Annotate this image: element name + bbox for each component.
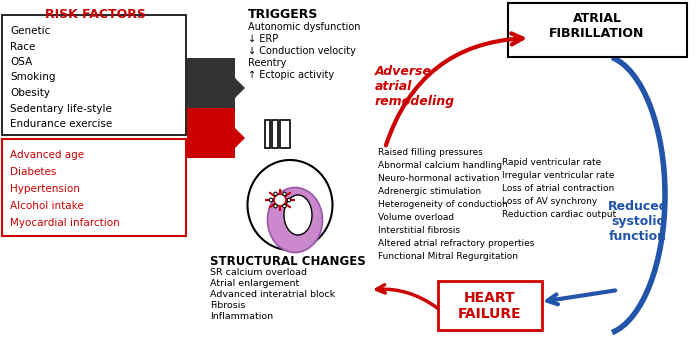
Text: Functional Mitral Regurgitation: Functional Mitral Regurgitation [378, 252, 518, 261]
Text: Abnormal calcium handling: Abnormal calcium handling [378, 161, 502, 170]
Text: Genetic: Genetic [10, 26, 50, 36]
Text: Alcohol intake: Alcohol intake [10, 201, 84, 211]
Text: Raised filling pressures: Raised filling pressures [378, 148, 483, 157]
Text: Endurance exercise: Endurance exercise [10, 119, 112, 129]
Polygon shape [265, 120, 270, 148]
Text: Advanced age: Advanced age [10, 150, 84, 160]
Text: Obesity: Obesity [10, 88, 50, 98]
Text: Reduction cardiac output: Reduction cardiac output [502, 210, 616, 219]
Ellipse shape [248, 160, 332, 250]
Text: RISK FACTORS: RISK FACTORS [45, 8, 146, 21]
FancyBboxPatch shape [2, 139, 186, 236]
FancyArrowPatch shape [377, 285, 438, 308]
Text: Smoking: Smoking [10, 73, 55, 82]
FancyBboxPatch shape [2, 15, 186, 135]
FancyBboxPatch shape [508, 3, 687, 57]
Polygon shape [187, 108, 245, 158]
Text: Adverse
atrial
remodeling: Adverse atrial remodeling [375, 65, 455, 108]
Text: STRUCTURAL CHANGES: STRUCTURAL CHANGES [210, 255, 365, 268]
Polygon shape [187, 58, 245, 108]
Text: ↑ Ectopic activity: ↑ Ectopic activity [248, 70, 334, 80]
Polygon shape [280, 120, 290, 148]
Text: HEART
FAILURE: HEART FAILURE [458, 291, 522, 321]
Circle shape [287, 198, 290, 202]
Text: TRIGGERS: TRIGGERS [248, 8, 318, 21]
Circle shape [283, 204, 286, 208]
Text: Adrenergic stimulation: Adrenergic stimulation [378, 187, 481, 196]
Text: ↓ ERP: ↓ ERP [248, 34, 279, 44]
Text: Volume overload: Volume overload [378, 213, 454, 222]
Text: ATRIAL
FIBRILLATION: ATRIAL FIBRILLATION [550, 12, 645, 40]
Ellipse shape [284, 195, 312, 235]
Text: Diabetes: Diabetes [10, 167, 57, 177]
FancyArrowPatch shape [547, 290, 615, 304]
Text: Race: Race [10, 42, 36, 52]
Text: Reentry: Reentry [248, 58, 286, 68]
Circle shape [274, 204, 277, 208]
Text: Advanced interatrial block: Advanced interatrial block [210, 290, 335, 299]
Text: Atrial enlargement: Atrial enlargement [210, 279, 300, 288]
FancyBboxPatch shape [438, 281, 542, 330]
Text: ↓ Conduction velocity: ↓ Conduction velocity [248, 46, 356, 56]
Text: Heterogeneity of conduction: Heterogeneity of conduction [378, 200, 508, 209]
Text: SR calcium overload: SR calcium overload [210, 268, 307, 277]
Ellipse shape [267, 188, 323, 253]
Text: Myocardial infarction: Myocardial infarction [10, 218, 120, 228]
Text: Fibrosis: Fibrosis [210, 301, 246, 310]
Text: Sedentary life-style: Sedentary life-style [10, 103, 112, 113]
Text: Hypertension: Hypertension [10, 184, 80, 194]
Text: Rapid ventricular rate: Rapid ventricular rate [502, 158, 601, 167]
FancyArrowPatch shape [386, 33, 523, 145]
Text: OSA: OSA [10, 57, 32, 67]
Circle shape [274, 194, 286, 206]
Text: Interstitial fibrosis: Interstitial fibrosis [378, 226, 460, 235]
Text: Inflammation: Inflammation [210, 312, 273, 321]
Polygon shape [272, 120, 278, 148]
Circle shape [283, 192, 286, 196]
Text: Altered atrial refractory properties: Altered atrial refractory properties [378, 239, 534, 248]
Text: Reduced
systolic
function: Reduced systolic function [608, 200, 668, 243]
Text: Autonomic dysfunction: Autonomic dysfunction [248, 22, 360, 32]
Text: Neuro-hormonal activation: Neuro-hormonal activation [378, 174, 500, 183]
Text: Loss of AV synchrony: Loss of AV synchrony [502, 197, 597, 206]
Text: Irregular ventricular rate: Irregular ventricular rate [502, 171, 615, 180]
Circle shape [274, 192, 277, 196]
Text: Loss of atrial contraction: Loss of atrial contraction [502, 184, 615, 193]
Circle shape [270, 198, 273, 202]
